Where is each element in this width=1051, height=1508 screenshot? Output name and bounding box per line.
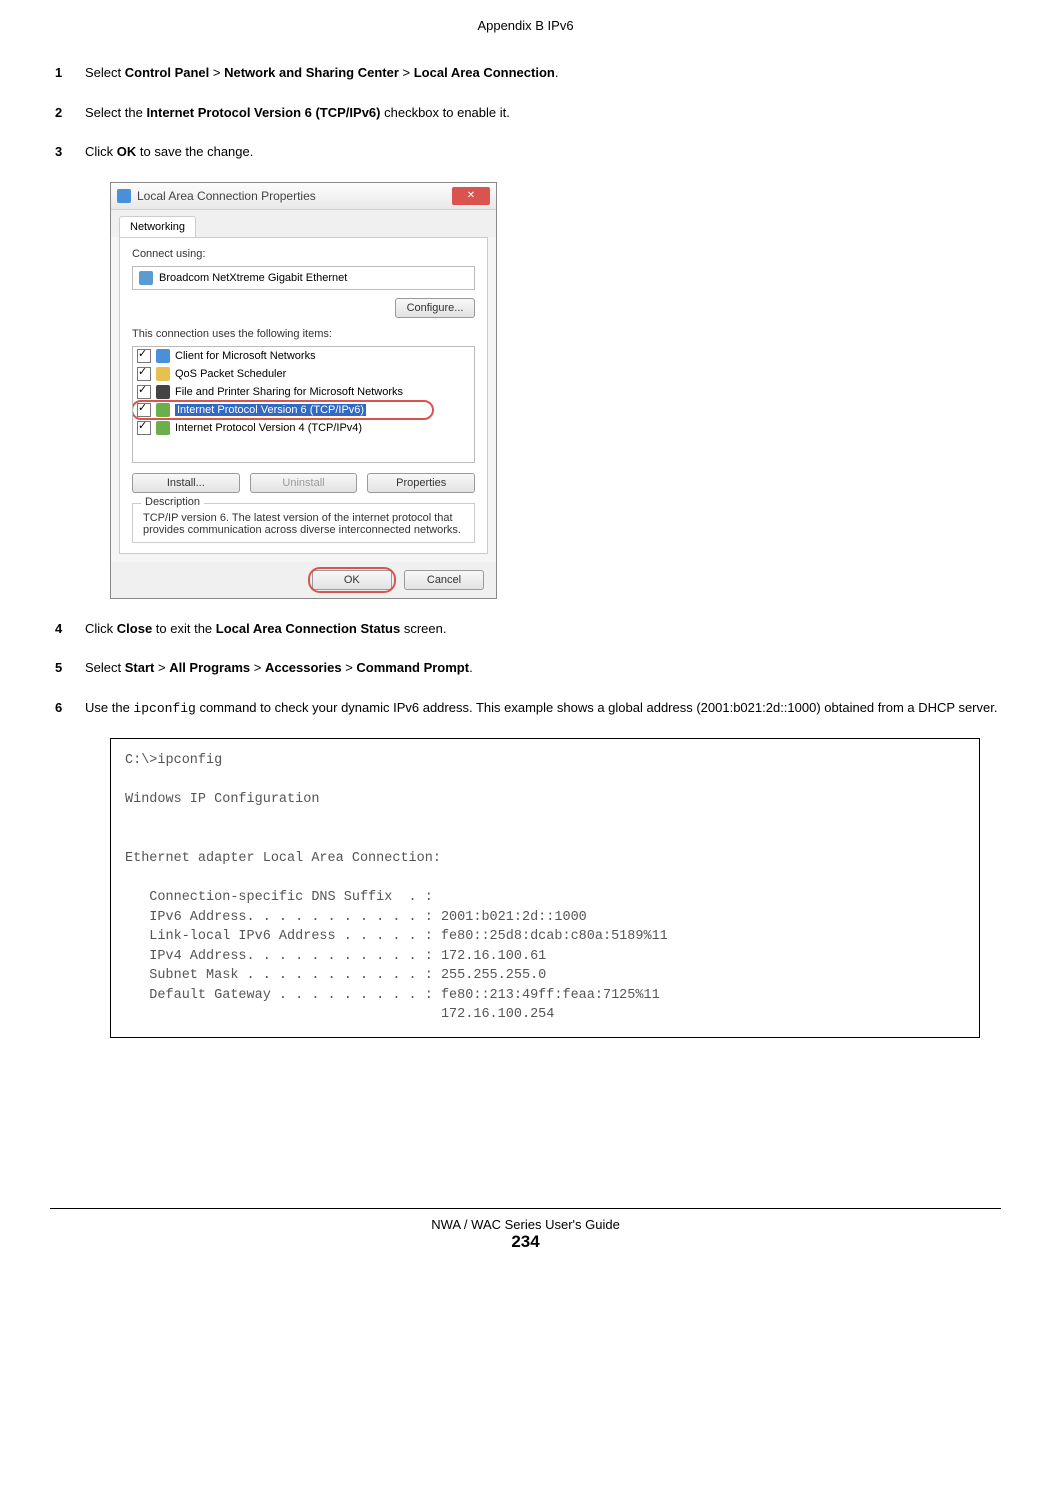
bold-text: Command Prompt (356, 660, 469, 675)
text: > (399, 65, 414, 80)
configure-button[interactable]: Configure... (395, 298, 475, 318)
step-6: 6 Use the ipconfig command to check your… (50, 698, 1001, 719)
dialog-body: Connect using: Broadcom NetXtreme Gigabi… (119, 237, 488, 554)
bold-text: Close (117, 621, 152, 636)
fileprint-icon (156, 385, 170, 399)
list-item[interactable]: File and Printer Sharing for Microsoft N… (133, 383, 474, 401)
description-text: TCP/IP version 6. The latest version of … (143, 512, 464, 536)
footer-page-number: 234 (50, 1232, 1001, 1252)
list-item-label: Client for Microsoft Networks (175, 350, 316, 362)
highlight-annotation (132, 400, 434, 420)
description-group: Description TCP/IP version 6. The latest… (132, 503, 475, 543)
adapter-name: Broadcom NetXtreme Gigabit Ethernet (159, 272, 347, 284)
text: > (154, 660, 169, 675)
footer-guide-title: NWA / WAC Series User's Guide (50, 1217, 1001, 1232)
list-item-label: QoS Packet Scheduler (175, 368, 286, 380)
bold-text: Control Panel (125, 65, 210, 80)
install-button[interactable]: Install... (132, 473, 240, 493)
adapter-field[interactable]: Broadcom NetXtreme Gigabit Ethernet (132, 266, 475, 290)
list-item[interactable]: Client for Microsoft Networks (133, 347, 474, 365)
bold-text: Local Area Connection Status (216, 621, 400, 636)
step-3: 3 Click OK to save the change. (50, 142, 1001, 162)
step-1: 1 Select Control Panel > Network and Sha… (50, 63, 1001, 83)
dialog-title: Local Area Connection Properties (137, 189, 452, 203)
ok-button[interactable]: OK (312, 570, 392, 590)
dialog-screenshot: Local Area Connection Properties ✕ Netwo… (110, 182, 497, 599)
step-text: Select Start > All Programs > Accessorie… (85, 658, 1001, 678)
text: Select (85, 660, 125, 675)
checkbox-icon[interactable] (137, 403, 151, 417)
protocol-icon (156, 421, 170, 435)
button-row: Install... Uninstall Properties (132, 473, 475, 493)
step-text: Use the ipconfig command to check your d… (85, 698, 1001, 719)
text: Use the (85, 700, 133, 715)
cancel-button[interactable]: Cancel (404, 570, 484, 590)
connect-using-label: Connect using: (132, 248, 475, 260)
text: Click (85, 621, 117, 636)
step-2: 2 Select the Internet Protocol Version 6… (50, 103, 1001, 123)
tab-networking[interactable]: Networking (119, 216, 196, 237)
network-icon (117, 189, 131, 203)
dialog-titlebar: Local Area Connection Properties ✕ (111, 183, 496, 210)
page-header: Appendix B IPv6 (50, 0, 1001, 63)
items-label: This connection uses the following items… (132, 328, 475, 340)
uninstall-button: Uninstall (250, 473, 358, 493)
text: Select the (85, 105, 146, 120)
adapter-icon (139, 271, 153, 285)
bold-text: Internet Protocol Version 6 (TCP/IPv6) (146, 105, 380, 120)
step-4: 4 Click Close to exit the Local Area Con… (50, 619, 1001, 639)
checkbox-icon[interactable] (137, 421, 151, 435)
text: Select (85, 65, 125, 80)
text: Click (85, 144, 117, 159)
dialog-footer: OK Cancel (111, 562, 496, 598)
text: screen. (400, 621, 446, 636)
list-item-label: File and Printer Sharing for Microsoft N… (175, 386, 403, 398)
text: command to check your dynamic IPv6 addre… (196, 700, 998, 715)
qos-icon (156, 367, 170, 381)
step-number: 3 (50, 142, 85, 162)
bold-text: Local Area Connection (414, 65, 555, 80)
step-number: 1 (50, 63, 85, 83)
text: checkbox to enable it. (381, 105, 510, 120)
checkbox-icon[interactable] (137, 385, 151, 399)
step-5: 5 Select Start > All Programs > Accessor… (50, 658, 1001, 678)
close-icon[interactable]: ✕ (452, 187, 490, 205)
checkbox-icon[interactable] (137, 367, 151, 381)
description-legend: Description (141, 496, 204, 508)
text: to exit the (152, 621, 216, 636)
text: to save the change. (136, 144, 253, 159)
text: > (342, 660, 357, 675)
list-item[interactable]: Internet Protocol Version 4 (TCP/IPv4) (133, 419, 474, 437)
step-number: 6 (50, 698, 85, 719)
step-number: 2 (50, 103, 85, 123)
bold-text: Start (125, 660, 155, 675)
command-text: ipconfig (133, 701, 195, 716)
text: . (469, 660, 473, 675)
step-text: Click OK to save the change. (85, 142, 1001, 162)
step-text: Select the Internet Protocol Version 6 (… (85, 103, 1001, 123)
list-item-selected[interactable]: Internet Protocol Version 6 (TCP/IPv6) (133, 401, 474, 419)
step-text: Select Control Panel > Network and Shari… (85, 63, 1001, 83)
bold-text: Accessories (265, 660, 342, 675)
checkbox-icon[interactable] (137, 349, 151, 363)
text: > (250, 660, 265, 675)
items-list[interactable]: Client for Microsoft Networks QoS Packet… (132, 346, 475, 463)
client-icon (156, 349, 170, 363)
bold-text: OK (117, 144, 137, 159)
step-number: 4 (50, 619, 85, 639)
step-text: Click Close to exit the Local Area Conne… (85, 619, 1001, 639)
text: . (555, 65, 559, 80)
list-item[interactable]: QoS Packet Scheduler (133, 365, 474, 383)
bold-text: Network and Sharing Center (224, 65, 399, 80)
tab-row: Networking (111, 210, 496, 237)
configure-row: Configure... (132, 298, 475, 318)
properties-button[interactable]: Properties (367, 473, 475, 493)
bold-text: All Programs (169, 660, 250, 675)
page-footer: NWA / WAC Series User's Guide 234 (50, 1208, 1001, 1252)
text: > (209, 65, 224, 80)
step-number: 5 (50, 658, 85, 678)
code-output: C:\>ipconfig Windows IP Configuration Et… (110, 738, 980, 1038)
list-item-label: Internet Protocol Version 4 (TCP/IPv4) (175, 422, 362, 434)
